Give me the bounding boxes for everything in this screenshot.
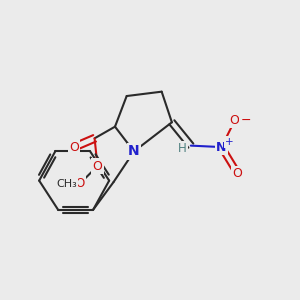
- Text: O: O: [69, 141, 79, 154]
- Text: O: O: [93, 160, 102, 172]
- Text: O: O: [232, 167, 242, 180]
- Text: H: H: [178, 142, 187, 155]
- Text: N: N: [216, 141, 226, 154]
- Text: +: +: [225, 137, 234, 147]
- Text: O: O: [230, 114, 239, 127]
- Text: N: N: [128, 145, 140, 158]
- Text: −: −: [240, 114, 251, 127]
- Text: O: O: [75, 177, 85, 190]
- Text: CH₃: CH₃: [56, 178, 77, 188]
